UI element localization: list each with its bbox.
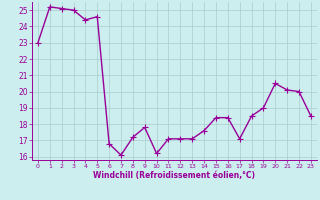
X-axis label: Windchill (Refroidissement éolien,°C): Windchill (Refroidissement éolien,°C) [93,171,255,180]
